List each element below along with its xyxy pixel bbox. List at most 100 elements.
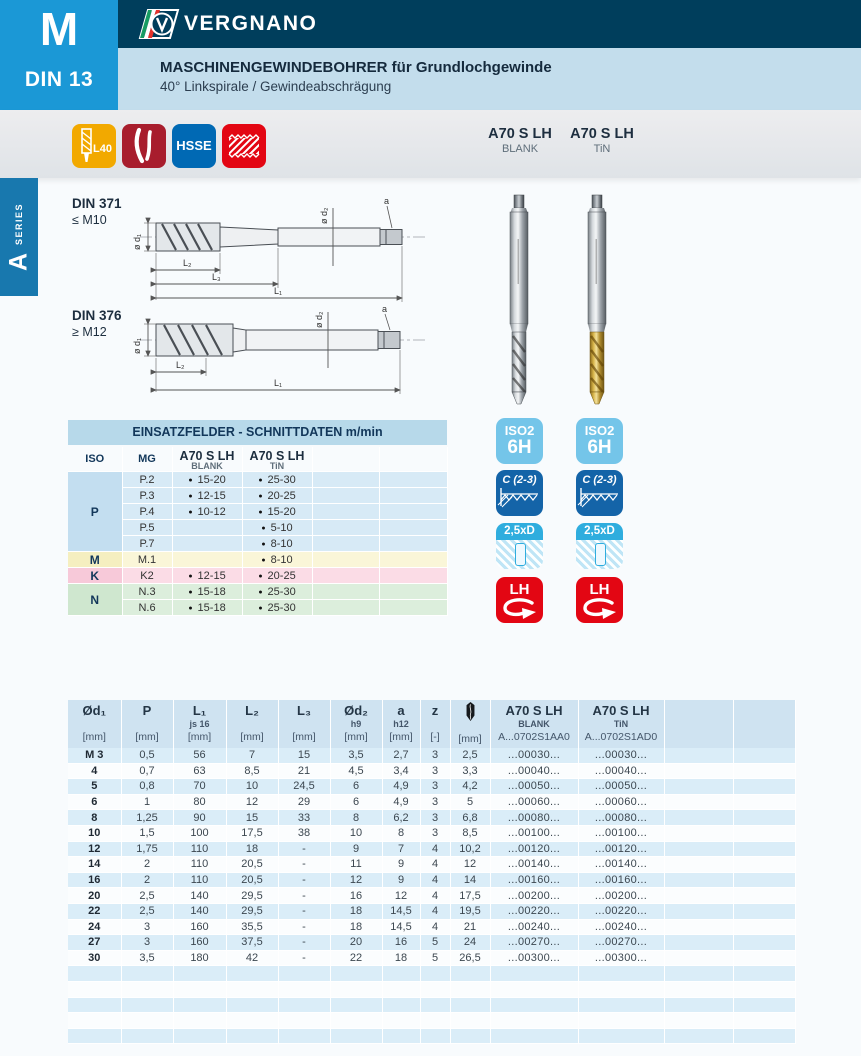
thread-size-cell: 14 bbox=[68, 856, 122, 873]
thread-size-cell: 20 bbox=[68, 887, 122, 904]
value-cell: 35,5 bbox=[226, 919, 279, 936]
cutting-table-row: P P.2 ● 15-20 ● 25-30 bbox=[68, 471, 448, 552]
empty-cell bbox=[278, 981, 331, 998]
cutting-table-row: P.4 ● 10-12 ● 15-20 bbox=[68, 503, 448, 520]
value-cell: 10 bbox=[226, 778, 279, 795]
value-cell bbox=[733, 794, 796, 811]
cutting-cell: P.5 bbox=[122, 519, 173, 536]
empty-cell bbox=[450, 965, 491, 982]
dimension-column-header: Ød₁ [mm] bbox=[68, 700, 122, 748]
value-cell: 37,5 bbox=[226, 934, 279, 951]
value-cell: 2,5 bbox=[121, 903, 174, 920]
empty-cell bbox=[382, 965, 421, 982]
value-cell bbox=[733, 856, 796, 873]
value-cell: - bbox=[278, 856, 331, 873]
order-code-cell: ...00120... bbox=[578, 841, 665, 858]
value-cell: 4 bbox=[420, 872, 451, 889]
cutting-cell: P.4 bbox=[122, 503, 173, 520]
value-cell: 12 bbox=[382, 887, 421, 904]
dimension-row: 10 1,5 100 17,5 38 10 8 3 8,5 ...00100... ...00100… bbox=[68, 825, 796, 842]
vergnano-emblem-icon bbox=[138, 9, 180, 39]
order-code-cell: ...00040... bbox=[578, 763, 665, 780]
page-title: MASCHINENGEWINDEBOHRER für Grundlochgewi… bbox=[160, 59, 552, 76]
iso-group-label: M bbox=[68, 551, 123, 568]
order-code-cell: ...00140... bbox=[578, 856, 665, 873]
value-cell: 12 bbox=[226, 794, 279, 811]
value-cell: 14 bbox=[450, 872, 491, 889]
cutting-cell bbox=[379, 503, 448, 520]
order-code-cell: ...00200... bbox=[578, 887, 665, 904]
empty-cell bbox=[450, 1028, 491, 1045]
cutting-cell: P.2 bbox=[122, 471, 173, 488]
variant-header-blank: A70 S LH BLANK bbox=[488, 126, 552, 155]
cutting-cell: ● 15-20 bbox=[242, 503, 313, 520]
empty-cell bbox=[420, 1012, 451, 1029]
thread-size-cell: 6 bbox=[68, 794, 122, 811]
cutting-cell bbox=[379, 583, 448, 600]
dimension-column-header: L₃ [mm] bbox=[278, 700, 331, 748]
cutting-cell: M.1 bbox=[122, 551, 173, 568]
left-hand-arrow-icon bbox=[583, 598, 616, 619]
left-hand-arrow-icon bbox=[503, 598, 536, 619]
thread-size-cell: 24 bbox=[68, 919, 122, 936]
iso-group-label: K bbox=[68, 567, 123, 584]
value-cell bbox=[664, 763, 734, 780]
page-subtitle: 40° Linkspirale / Gewindeabschrägung bbox=[160, 79, 392, 94]
thread-depth-25xd-badge: 2,5xD bbox=[576, 523, 623, 569]
value-cell: 18 bbox=[226, 841, 279, 858]
value-cell: 11 bbox=[330, 856, 383, 873]
value-cell: 0,8 bbox=[121, 778, 174, 795]
value-cell: 10 bbox=[330, 825, 383, 842]
empty-cell bbox=[490, 1028, 579, 1045]
empty-cell bbox=[68, 981, 122, 998]
din376-drawing: ø d₁ ø d₂ a L₂ L₁ bbox=[132, 304, 428, 394]
empty-cell bbox=[450, 981, 491, 998]
value-cell: 3,4 bbox=[382, 763, 421, 780]
value-cell bbox=[733, 934, 796, 951]
value-cell: 70 bbox=[173, 778, 227, 795]
value-cell: 42 bbox=[226, 950, 279, 967]
thread-size-cell: 27 bbox=[68, 934, 122, 951]
cutting-cell: ● 5-10 bbox=[242, 519, 313, 536]
hsse-material-icon: HSSE bbox=[172, 124, 216, 168]
value-cell: 10,2 bbox=[450, 841, 491, 858]
value-cell: 16 bbox=[330, 887, 383, 904]
value-cell: 21 bbox=[278, 763, 331, 780]
value-cell: 3 bbox=[420, 778, 451, 795]
svg-text:ø d₂: ø d₂ bbox=[319, 207, 329, 224]
cutting-table-row: N.6 ● 15-18 ● 25-30 bbox=[68, 599, 448, 616]
dimension-column-header: L₂ [mm] bbox=[226, 700, 279, 748]
value-cell bbox=[733, 950, 796, 967]
svg-text:L₂: L₂ bbox=[176, 360, 185, 370]
value-cell: 180 bbox=[173, 950, 227, 967]
cutting-cell bbox=[172, 535, 243, 552]
cutting-data-table: EINSATZFELDER - SCHNITTDATEN m/min ISO M… bbox=[68, 420, 448, 616]
value-cell bbox=[733, 809, 796, 826]
value-cell: - bbox=[278, 919, 331, 936]
value-cell: 2,7 bbox=[382, 748, 421, 764]
value-cell: 9 bbox=[382, 856, 421, 873]
value-cell: 7 bbox=[382, 841, 421, 858]
din371-label: DIN 371 bbox=[72, 196, 122, 211]
thread-size-cell: 10 bbox=[68, 825, 122, 842]
value-cell: 26,5 bbox=[450, 950, 491, 967]
order-code-cell: ...00050... bbox=[490, 778, 579, 795]
value-cell: 7 bbox=[226, 748, 279, 764]
empty-cell bbox=[173, 965, 227, 982]
cutting-cell bbox=[172, 551, 243, 568]
empty-cell bbox=[330, 965, 383, 982]
empty-cell bbox=[450, 997, 491, 1014]
brand-name: VERGNANO bbox=[184, 12, 318, 35]
cutting-cell: ● 12-15 bbox=[172, 567, 243, 584]
empty-cell bbox=[226, 1028, 279, 1045]
empty-cell bbox=[226, 965, 279, 982]
value-cell: 4 bbox=[420, 856, 451, 873]
thread-size-cell: 30 bbox=[68, 950, 122, 967]
value-cell: - bbox=[278, 934, 331, 951]
cutting-cell: ● 25-30 bbox=[242, 583, 313, 600]
cutting-cell bbox=[379, 487, 448, 504]
dimension-row: M 3 0,5 56 7 15 3,5 2,7 3 2,5 ...00030... ...00030… bbox=[68, 748, 796, 764]
product-letter: M bbox=[39, 3, 79, 55]
empty-cell bbox=[330, 997, 383, 1014]
dimension-row: 8 1,25 90 15 33 8 6,2 3 6,8 ...00080... ...00080..… bbox=[68, 809, 796, 826]
